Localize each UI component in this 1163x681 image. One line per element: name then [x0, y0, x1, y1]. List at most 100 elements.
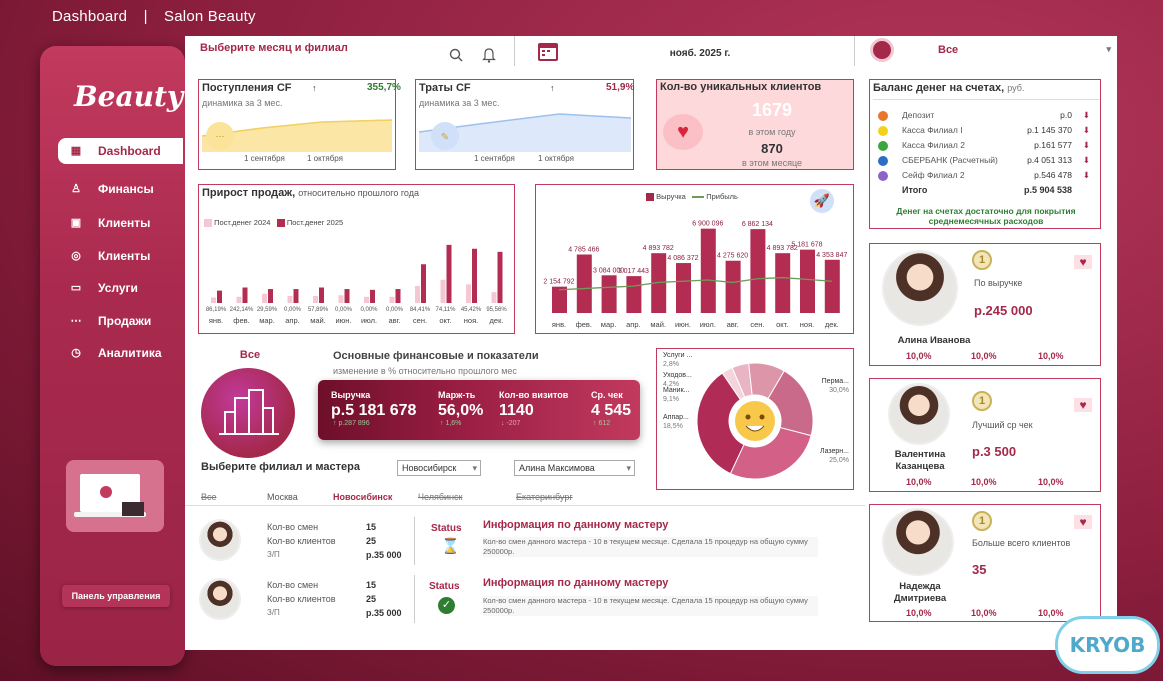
top-master-card: 1 ♥ Лучший ср чек р.3 500 Валентина Каза… — [869, 378, 1101, 492]
tab-moscow[interactable]: Москва — [267, 492, 298, 502]
master-filter-title: Выберите филиал и мастера — [201, 461, 360, 473]
avatar — [199, 519, 241, 561]
tab-novosibirsk[interactable]: Новосибинск — [333, 492, 393, 502]
sidebar-item-clients[interactable]: ▣ Клиенты — [70, 216, 151, 230]
revenue-bar — [651, 253, 667, 313]
clients-month-label: в этом месяце — [741, 158, 803, 168]
bar-2025 — [319, 287, 324, 303]
slice-pct: 9,1% — [663, 396, 679, 403]
revenue-legend: Выручка Прибыль — [646, 192, 738, 202]
revenue-bar — [800, 249, 815, 313]
kpi-card: Выручка р.5 181 678 ↑ р.287 896 Марж-ть … — [318, 380, 640, 440]
x-tick-label: авг. — [727, 320, 739, 329]
search-icon[interactable] — [449, 48, 463, 67]
sidebar-item-analytics[interactable]: ◷ Аналитика — [71, 346, 162, 360]
revenue-bar — [552, 286, 567, 313]
bar-2024 — [415, 285, 420, 303]
building-icon — [201, 368, 295, 458]
kpi-subtitle: изменение в % относительно прошлого мес — [333, 366, 517, 376]
box-icon: ▭ — [70, 282, 82, 294]
master-select[interactable]: Алина Максимова ▾ — [514, 460, 635, 476]
revenue-bar — [700, 228, 716, 313]
balance-total-row: Итого р.5 904 538 — [902, 185, 1072, 195]
data-label: 5 181 678 — [791, 242, 822, 249]
costs-pct: 51,9% — [606, 82, 635, 93]
data-label: 74,11% — [436, 307, 457, 313]
bar-2025 — [497, 251, 503, 303]
sidebar-item-dashboard[interactable]: ▦ Dashboard — [58, 138, 183, 164]
logo: Beauty — [74, 80, 184, 113]
clients-label: Кол-во клиентов — [267, 536, 336, 546]
data-label: 4 353 847 — [816, 252, 847, 259]
legend-swatch — [204, 219, 212, 228]
clients-month-value: 870 — [761, 141, 783, 156]
balance-card: Баланс денег на счетах, руб. Депозит р.0… — [869, 79, 1101, 229]
top-master-value: р.245 000 — [974, 303, 1033, 318]
costs-title: Траты CF — [419, 82, 471, 94]
kpi-delta: ↑ р.287 896 — [333, 420, 370, 427]
data-label: 0,00% — [386, 307, 404, 313]
globe-icon: ◎ — [71, 250, 81, 262]
revenue-chart-card: Выручка Прибыль 🚀 2 154 792 янв. 4 785 466… — [535, 184, 854, 334]
check-icon: ✓ — [438, 597, 455, 614]
info-text: Кол-во смен данного мастера - 10 в текущ… — [483, 537, 818, 557]
shifts-value: 15 — [366, 580, 377, 590]
slice-label: Лазерн... — [820, 448, 849, 455]
bar-2025 — [268, 289, 273, 303]
top-master-stat: 10,0% — [1038, 608, 1064, 618]
kpi-value: 4 545 — [591, 402, 632, 419]
data-label: 45,42% — [461, 307, 482, 313]
x-tick-label: июл. — [700, 320, 716, 329]
avatar — [199, 578, 241, 620]
slice-label: Аппар... — [663, 414, 689, 421]
emoji-icon — [735, 401, 775, 441]
top-master-label: Лучший ср чек — [972, 420, 1033, 430]
costs-sub: динамика за 3 мес. — [419, 98, 500, 108]
divider — [414, 575, 415, 623]
income-sub: динамика за 3 мес. — [202, 98, 283, 108]
divider — [873, 99, 1099, 100]
branch-select[interactable]: Все ▾ — [938, 44, 1111, 56]
bar-2024 — [338, 295, 344, 303]
x-tick-label: май. — [650, 320, 666, 329]
dot-icon — [878, 110, 888, 121]
salary-label: З/П — [267, 550, 280, 559]
date-selector[interactable]: нояб. 2025 г. — [669, 48, 731, 59]
sidebar-item-clients-2[interactable]: ◎ Клиенты — [71, 249, 151, 263]
calendar-icon[interactable] — [537, 40, 559, 67]
control-panel-button[interactable]: Панель управления — [62, 585, 170, 607]
tab-all[interactable]: Все — [201, 492, 217, 502]
heart-icon[interactable]: ♥ — [1074, 255, 1092, 269]
growth-title: Прирост продаж, относительно прошлого го… — [202, 187, 419, 199]
data-label: 6 862 134 — [742, 221, 773, 228]
x-tick-label: июл. — [361, 316, 377, 325]
growth-legend: Пост.денег 2024 Пост.денег 2025 — [204, 218, 343, 228]
bell-icon[interactable] — [482, 47, 496, 68]
bar-2024 — [287, 296, 293, 303]
tab-chelyabinsk[interactable]: Челябинск — [418, 492, 463, 502]
top-master-stat: 10,0% — [1038, 477, 1064, 487]
revenue-bar-chart: 2 154 792 янв. 4 785 466 фев. 3 084 000 мар. 3… — [543, 221, 847, 329]
bar-2025 — [370, 289, 375, 303]
kpi-label: Выручка — [331, 390, 371, 400]
tab-ekaterinburg[interactable]: Екатеринбург — [516, 492, 573, 502]
filter-prompt: Выберите месяц и филиал — [200, 42, 348, 54]
x-tick-label: янв. — [552, 320, 566, 329]
x-tick-label: сен. — [750, 320, 764, 329]
balance-title: Баланс денег на счетах, руб. — [873, 82, 1025, 94]
clients-label: Кол-во клиентов — [267, 594, 336, 604]
emoji-mouth — [745, 425, 765, 432]
finance-icon: ♙ — [71, 183, 81, 195]
kpi-delta: ↑ 612 — [593, 420, 611, 427]
heart-icon[interactable]: ♥ — [1074, 515, 1092, 529]
rocket-icon: 🚀 — [810, 189, 834, 213]
heart-icon[interactable]: ♥ — [1074, 398, 1092, 412]
sidebar-item-services[interactable]: ▭ Услуги — [70, 281, 138, 295]
grid-icon: ▦ — [70, 145, 82, 157]
page-title: Dashboard — [52, 8, 128, 25]
x-tick-label: дек. — [490, 316, 504, 325]
sidebar-item-finance[interactable]: ♙ Финансы — [71, 182, 154, 196]
data-label: 4 275 620 — [717, 253, 748, 260]
sidebar-item-sales[interactable]: ⋯ Продажи — [70, 314, 152, 328]
city-select[interactable]: Новосибирск ▾ — [397, 460, 481, 476]
